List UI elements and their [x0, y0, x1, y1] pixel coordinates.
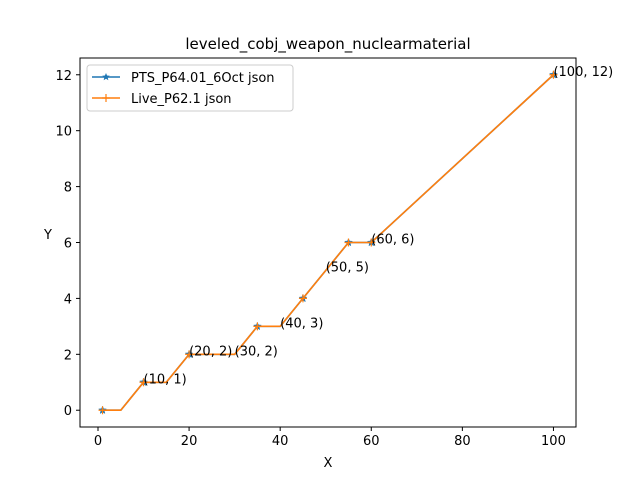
x-tick-label: 60 [363, 434, 380, 449]
data-annotation: (100, 12) [553, 65, 613, 80]
data-point-plus [253, 322, 262, 331]
x-tick-label: 0 [94, 434, 102, 449]
legend: PTS_P64.01_6Oct json Live_P62.1 json [86, 64, 294, 112]
data-annotation: (40, 3) [280, 316, 323, 331]
y-tick-label: 2 [64, 348, 72, 363]
y-tick-label: 4 [64, 292, 72, 307]
data-point-plus [98, 406, 107, 415]
legend-marker-star [102, 73, 110, 81]
x-tick-label: 20 [181, 434, 198, 449]
legend-box [86, 64, 294, 112]
y-axis-label: Y [43, 228, 52, 243]
data-point-plus [139, 378, 148, 387]
y-tick-label: 12 [55, 69, 72, 84]
data-annotation: (10, 1) [144, 372, 187, 387]
x-tick-label: 40 [272, 434, 289, 449]
data-annotation: (30, 2) [235, 344, 278, 359]
legend-label-2: Live_P62.1 json [131, 92, 232, 107]
x-tick-label: 80 [454, 434, 471, 449]
data-point-plus [344, 238, 353, 247]
series-2 [98, 70, 558, 415]
chart-title: leveled_cobj_weapon_nuclearmaterial [185, 35, 470, 54]
annotations: (10, 1)(20, 2) (30, 2)(40, 3) (50, 5)(60, … [144, 65, 614, 388]
data-point-plus [549, 70, 558, 79]
data-annotation: (60, 6) [371, 233, 414, 248]
data-point-plus [298, 294, 307, 303]
series-layer [98, 70, 558, 415]
data-point-plus [367, 238, 376, 247]
series-line [102, 74, 554, 412]
x-tick-label: 100 [541, 434, 566, 449]
y-tick-label: 0 [64, 404, 72, 419]
data-annotation: (50, 5) [326, 260, 369, 275]
x-axis-label: X [324, 456, 333, 471]
y-tick-label: 8 [64, 181, 72, 196]
series-line [102, 74, 554, 412]
y-tick-label: 6 [64, 237, 72, 252]
data-point-plus [185, 350, 194, 359]
y-tick-label: 10 [55, 125, 72, 140]
data-annotation: (20, 2) [189, 344, 232, 359]
legend-label-1: PTS_P64.01_6Oct json [131, 71, 275, 86]
axes: 0 20 40 60 80 100 0 2 4 6 8 10 12 [55, 57, 577, 449]
series-1 [98, 70, 558, 414]
legend-marker-plus [102, 94, 110, 102]
